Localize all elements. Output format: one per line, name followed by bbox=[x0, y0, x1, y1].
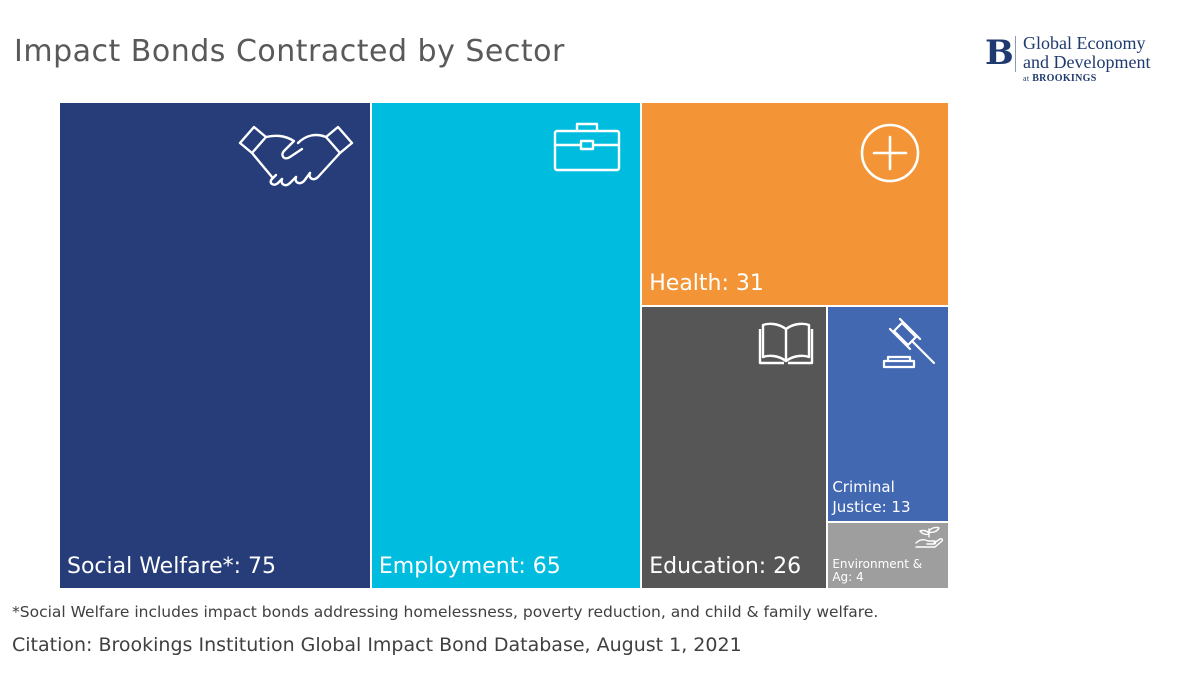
chart-title: Impact Bonds Contracted by Sector bbox=[14, 34, 565, 69]
brand-at: at bbox=[1023, 74, 1030, 83]
footnote: *Social Welfare includes impact bonds ad… bbox=[12, 603, 879, 621]
treemap-tile-environment-ag: Environment & Ag: 4 bbox=[828, 523, 948, 588]
treemap-label-health: Health: 31 bbox=[649, 271, 764, 296]
citation: Citation: Brookings Institution Global I… bbox=[12, 634, 742, 656]
plus-circle-icon bbox=[858, 121, 922, 189]
brookings-logo: B Global Economy and Development at BROO… bbox=[985, 33, 1195, 93]
brand-org: BROOKINGS bbox=[1032, 73, 1097, 84]
briefcase-icon bbox=[552, 119, 622, 177]
book-icon bbox=[758, 321, 814, 369]
plant-hand-icon bbox=[914, 525, 944, 553]
brand-mark: B bbox=[985, 33, 1014, 73]
brand-line-2: and Development bbox=[1023, 52, 1151, 72]
treemap-tile-education: Education: 26 bbox=[642, 307, 827, 588]
treemap-tile-employment: Employment: 65 bbox=[371, 103, 641, 588]
treemap-label-criminal-justice: Criminal Justice: 13 bbox=[832, 478, 911, 517]
gavel-icon bbox=[880, 315, 940, 375]
treemap-tile-health: Health: 31 bbox=[642, 103, 948, 305]
treemap-label-environment-ag: Environment & Ag: 4 bbox=[832, 556, 923, 584]
handshake-icon bbox=[236, 121, 356, 199]
treemap-label-employment: Employment: 65 bbox=[378, 554, 561, 579]
treemap-label-social-welfare: Social Welfare*: 75 bbox=[67, 554, 277, 579]
brand-line-1: Global Economy bbox=[1023, 33, 1146, 53]
treemap-tile-social-welfare: Social Welfare*: 75 bbox=[60, 103, 370, 588]
brand-divider bbox=[1015, 36, 1016, 72]
treemap-tile-criminal-justice: Criminal Justice: 13 bbox=[828, 307, 948, 522]
brand-line-3: at BROOKINGS bbox=[1023, 73, 1097, 85]
treemap-label-education: Education: 26 bbox=[649, 553, 802, 579]
